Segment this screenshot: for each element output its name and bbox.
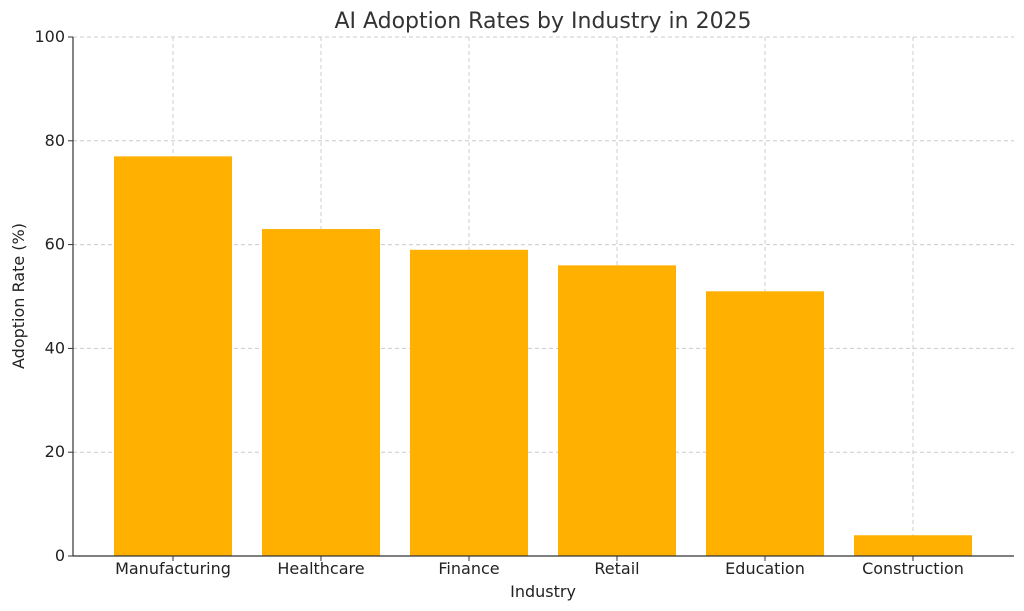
y-tick-label: 100	[34, 27, 65, 46]
y-tick-label: 60	[45, 235, 65, 254]
x-tick-label: Construction	[862, 559, 964, 578]
bar	[114, 156, 232, 556]
y-tick-label: 20	[45, 442, 65, 461]
bar	[262, 229, 380, 556]
x-tick-label: Finance	[438, 559, 499, 578]
y-tick-label: 0	[55, 546, 65, 565]
y-tick-label: 80	[45, 131, 65, 150]
x-tick-label: Healthcare	[277, 559, 364, 578]
bar	[410, 249, 528, 557]
bar	[706, 291, 824, 556]
x-axis-label: Industry	[510, 582, 576, 601]
bar	[854, 535, 972, 556]
x-tick-label: Education	[725, 559, 805, 578]
axes-layer	[72, 37, 1014, 557]
bar	[558, 265, 676, 556]
x-tick-label: Manufacturing	[115, 559, 231, 578]
ticks-layer: 0 20 40 60 80 100 Manufacturing Healthcare Finan…	[34, 27, 963, 578]
chart-title: AI Adoption Rates by Industry in 2025	[334, 9, 751, 34]
y-tick-label: 40	[45, 338, 65, 357]
y-axis-label: Adoption Rate (%)	[9, 223, 28, 369]
bars-layer	[114, 156, 972, 557]
x-tick-label: Retail	[594, 559, 639, 578]
